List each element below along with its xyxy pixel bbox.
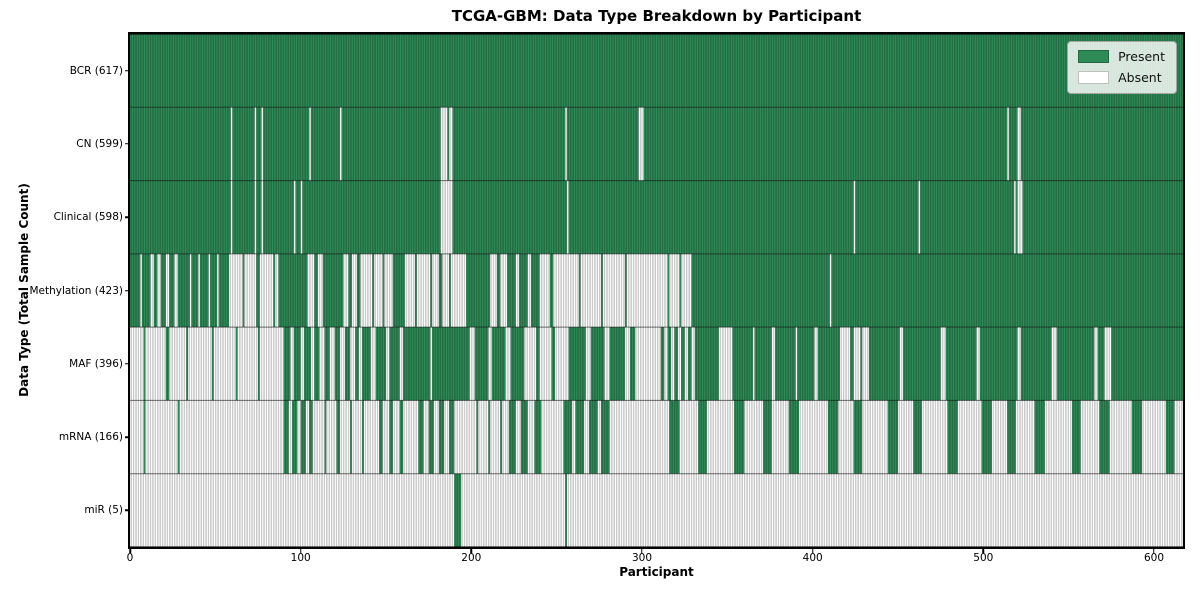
x-tick-label: 100 [290,552,311,564]
legend-item-absent: Absent [1078,70,1165,85]
x-tick-label: 600 [1143,552,1165,564]
x-tick-label: 0 [126,552,134,564]
x-tick-mark [811,549,814,553]
y-tick-label: BCR (617) [69,64,123,77]
legend-label-present: Present [1118,49,1165,64]
x-tick-mark [299,549,302,553]
chart-title: TCGA-GBM: Data Type Breakdown by Partici… [451,7,862,25]
y-tick-label: CN (599) [76,137,123,150]
x-tick-label: 300 [631,552,653,564]
y-tick-mark [125,509,129,512]
legend-swatch-present [1078,50,1110,63]
y-tick-mark [125,289,129,292]
y-tick-mark [125,143,129,145]
x-tick-label: 200 [461,552,482,564]
x-tick-label: 400 [802,552,823,564]
x-tick-mark [982,549,985,553]
legend-item-present: Present [1078,49,1165,64]
legend: Present Absent [1067,41,1177,94]
y-tick-mark [125,69,129,72]
x-tick-mark [1153,549,1155,553]
y-tick-mark [125,436,129,438]
legend-label-absent: Absent [1118,70,1162,85]
y-tick-mark [125,363,129,365]
legend-swatch-absent [1078,71,1110,84]
y-tick-label: mRNA (166) [58,431,123,444]
y-tick-label: miR (5) [84,504,123,517]
y-tick-label: Methylation (423) [29,284,123,297]
plot-area: Present Absent [128,32,1185,549]
y-tick-label: MAF (396) [69,357,123,370]
x-tick-mark [470,549,473,553]
x-tick-label: 500 [973,552,994,564]
heatmap-canvas [130,34,1183,547]
y-tick-mark [125,216,129,218]
x-axis-label: Participant [619,565,694,579]
x-tick-mark [641,549,643,553]
x-tick-mark [129,549,131,553]
y-tick-label: Clinical (598) [53,211,123,224]
